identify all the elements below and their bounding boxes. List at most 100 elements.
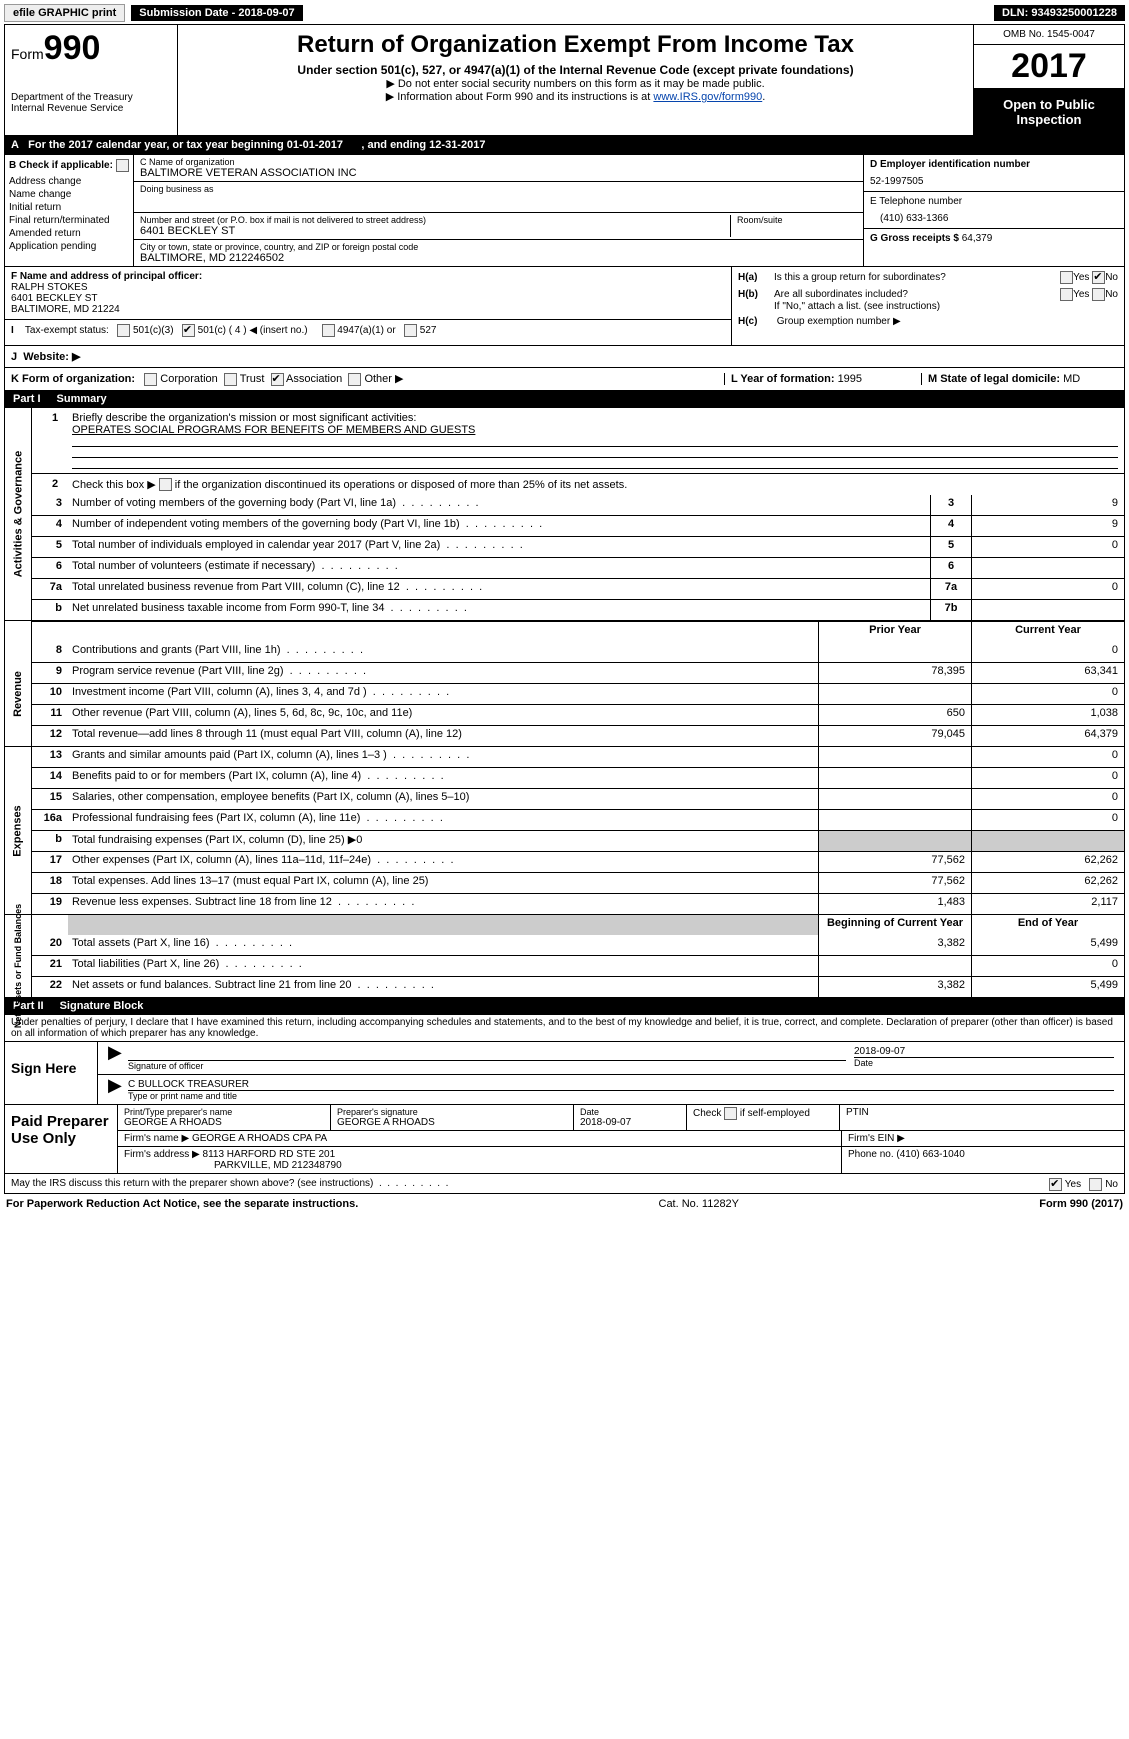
table-row: 11Other revenue (Part VIII, column (A), … <box>32 705 1124 726</box>
sec1-label: Activities & Governance <box>12 451 24 578</box>
chk-discuss-yes[interactable] <box>1049 1178 1062 1191</box>
form-ref: Form 990 (2017) <box>1039 1198 1123 1210</box>
sec2-label: Revenue <box>12 671 24 717</box>
dln: DLN: 93493250001228 <box>994 5 1125 21</box>
table-row: 10Investment income (Part VIII, column (… <box>32 684 1124 705</box>
officer-city: BALTIMORE, MD 21224 <box>11 304 725 315</box>
firm-name: GEORGE A RHOADS CPA PA <box>192 1133 327 1144</box>
part1-header: Part I Summary <box>4 391 1125 408</box>
entity-block: B Check if applicable: Address change Na… <box>4 155 1125 267</box>
efile-print-button[interactable]: efile GRAPHIC print <box>4 4 125 22</box>
form-note-1: ▶ Do not enter social security numbers o… <box>184 77 967 90</box>
form-number: Form990 <box>11 29 171 68</box>
table-row: bTotal fundraising expenses (Part IX, co… <box>32 831 1124 852</box>
org-name-label: C Name of organization <box>140 157 857 167</box>
table-row: 20Total assets (Part X, line 16)3,3825,4… <box>32 935 1124 956</box>
table-row: 8Contributions and grants (Part VIII, li… <box>32 642 1124 663</box>
chk-527[interactable] <box>404 324 417 337</box>
sig-date: 2018-09-07 <box>854 1046 1114 1058</box>
discuss-row: May the IRS discuss this return with the… <box>5 1173 1124 1193</box>
paid-preparer-label: Paid Preparer Use Only <box>5 1105 118 1173</box>
ein-label: D Employer identification number <box>870 159 1118 170</box>
chk-hb-no[interactable] <box>1092 288 1105 301</box>
ein: 52-1997505 <box>870 176 1118 187</box>
q1-text: Briefly describe the organization's miss… <box>72 412 416 424</box>
table-row: 12Total revenue—add lines 8 through 11 (… <box>32 726 1124 746</box>
chk-ha-no[interactable] <box>1092 271 1105 284</box>
street-label: Number and street (or P.O. box if mail i… <box>140 215 730 225</box>
q2-text: Check this box ▶ if the organization dis… <box>72 479 627 491</box>
mission: OPERATES SOCIAL PROGRAMS FOR BENEFITS OF… <box>72 424 475 436</box>
officer-printed: C BULLOCK TREASURER <box>128 1079 1114 1091</box>
summary-table: Activities & Governance 1 Briefly descri… <box>4 408 1125 999</box>
officer-label: F Name and address of principal officer: <box>11 271 725 282</box>
row-a-tax-year: A For the 2017 calendar year, or tax yea… <box>4 136 1125 155</box>
row-k: K Form of organization: Corporation Trus… <box>4 368 1125 391</box>
chk-501c[interactable] <box>182 324 195 337</box>
table-row: 19Revenue less expenses. Subtract line 1… <box>32 894 1124 914</box>
sec3-label: Expenses <box>12 805 24 856</box>
hdr-prior: Prior Year <box>818 622 971 642</box>
part2-header: Part II Signature Block <box>4 998 1125 1015</box>
firm-city: PARKVILLE, MD 212348790 <box>124 1160 835 1171</box>
tel-label: E Telephone number <box>870 196 1118 207</box>
col-b-checkboxes: B Check if applicable: Address change Na… <box>5 155 134 266</box>
gross-label: G Gross receipts $ <box>870 233 962 244</box>
hdr-end: End of Year <box>971 915 1124 935</box>
self-employed: Check if self-employed <box>687 1105 840 1130</box>
table-row: 18Total expenses. Add lines 13–17 (must … <box>32 873 1124 894</box>
check-applicable[interactable] <box>116 159 129 172</box>
tel: (410) 633-1366 <box>870 213 1118 224</box>
row-j: J Website: ▶ <box>4 346 1125 368</box>
table-row: 6Total number of volunteers (estimate if… <box>32 558 1124 579</box>
street: 6401 BECKLEY ST <box>140 225 730 237</box>
chk-discontinued[interactable] <box>159 478 172 491</box>
omb-number: OMB No. 1545-0047 <box>974 25 1124 45</box>
form-title: Return of Organization Exempt From Incom… <box>184 31 967 59</box>
officer-printed-label: Type or print name and title <box>128 1091 1114 1101</box>
table-row: 15Salaries, other compensation, employee… <box>32 789 1124 810</box>
form-note-2: ▶ Information about Form 990 and its ins… <box>184 90 967 103</box>
table-row: 22Net assets or fund balances. Subtract … <box>32 977 1124 997</box>
table-row: 3Number of voting members of the governi… <box>32 495 1124 516</box>
chk-hb-yes[interactable] <box>1060 288 1073 301</box>
open-to-public: Open to Public Inspection <box>974 89 1124 135</box>
org-name: BALTIMORE VETERAN ASSOCIATION INC <box>140 167 857 179</box>
table-row: 7aTotal unrelated business revenue from … <box>32 579 1124 600</box>
officer-name: RALPH STOKES <box>11 282 725 293</box>
hdr-beg: Beginning of Current Year <box>818 915 971 935</box>
state-domicile: MD <box>1063 373 1080 385</box>
form-subtitle: Under section 501(c), 527, or 4947(a)(1)… <box>184 63 967 77</box>
chk-4947[interactable] <box>322 324 335 337</box>
sig-officer-label: Signature of officer <box>128 1061 846 1071</box>
chk-other[interactable] <box>348 373 361 386</box>
chk-trust[interactable] <box>224 373 237 386</box>
submission-date: Submission Date - 2018-09-07 <box>131 5 302 21</box>
hb-note: If "No," attach a list. (see instruction… <box>738 301 1118 312</box>
table-row: 21Total liabilities (Part X, line 26)0 <box>32 956 1124 977</box>
chk-self-emp[interactable] <box>724 1107 737 1120</box>
gross-receipts: 64,379 <box>962 233 993 244</box>
sign-here-label: Sign Here <box>5 1042 98 1104</box>
table-row: 9Program service revenue (Part VIII, lin… <box>32 663 1124 684</box>
chk-discuss-no[interactable] <box>1089 1178 1102 1191</box>
declaration: Under penalties of perjury, I declare th… <box>5 1015 1124 1041</box>
hdr-curr: Current Year <box>971 622 1124 642</box>
dba-label: Doing business as <box>140 184 857 194</box>
prep-sig: GEORGE A RHOADS <box>337 1117 567 1128</box>
sig-date-label: Date <box>854 1058 1114 1068</box>
ptin-label: PTIN <box>840 1105 1124 1130</box>
table-row: 5Total number of individuals employed in… <box>32 537 1124 558</box>
paperwork-notice: For Paperwork Reduction Act Notice, see … <box>6 1198 358 1210</box>
city: BALTIMORE, MD 212246502 <box>140 252 857 264</box>
prep-date: 2018-09-07 <box>580 1117 680 1128</box>
chk-corp[interactable] <box>144 373 157 386</box>
irs-link[interactable]: www.IRS.gov/form990 <box>653 91 762 103</box>
chk-501c3[interactable] <box>117 324 130 337</box>
tax-year: 2017 <box>974 45 1124 89</box>
row-f-h: F Name and address of principal officer:… <box>4 267 1125 346</box>
chk-ha-yes[interactable] <box>1060 271 1073 284</box>
table-row: 16aProfessional fundraising fees (Part I… <box>32 810 1124 831</box>
chk-assoc[interactable] <box>271 373 284 386</box>
form-header: Form990 Department of the Treasury Inter… <box>4 24 1125 136</box>
